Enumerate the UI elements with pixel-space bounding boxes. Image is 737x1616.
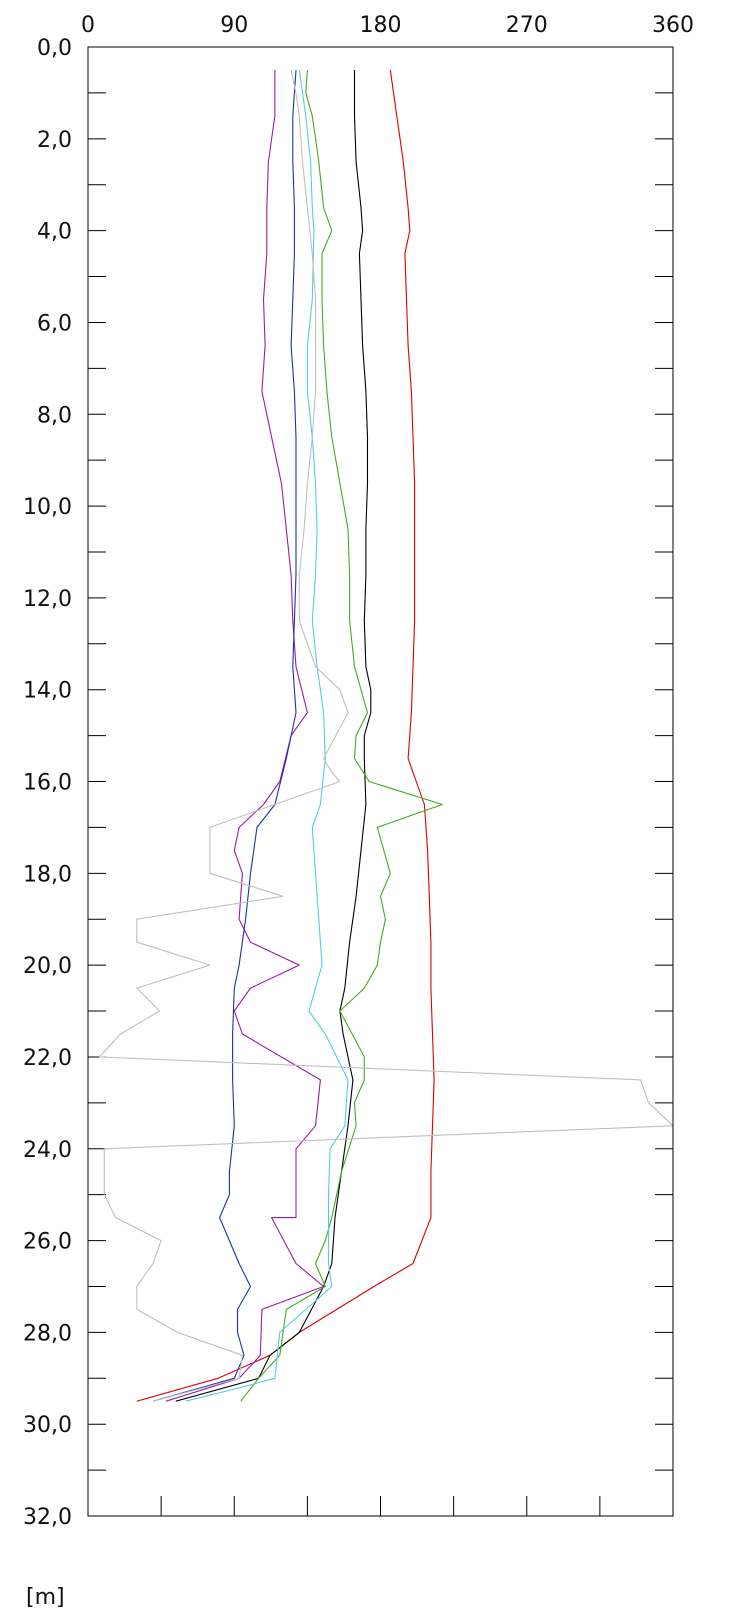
x-tick-label: 0 bbox=[81, 13, 95, 38]
series-line-4 bbox=[185, 69, 349, 1402]
y-unit-label: [m] bbox=[26, 1585, 65, 1610]
y-tick-label: 4,0 bbox=[37, 220, 72, 245]
y-tick-label: 32,0 bbox=[23, 1505, 72, 1530]
series-line-6 bbox=[152, 69, 297, 1402]
y-tick-label: 20,0 bbox=[23, 954, 72, 979]
x-tick-label: 90 bbox=[220, 13, 248, 38]
y-tick-label: 24,0 bbox=[23, 1138, 72, 1163]
series-line-3 bbox=[240, 69, 443, 1402]
series-line-1 bbox=[136, 69, 435, 1402]
y-tick-label: 18,0 bbox=[23, 862, 72, 887]
series-line-5 bbox=[165, 70, 325, 1402]
y-tick-label: 14,0 bbox=[23, 679, 72, 704]
x-tick-label: 270 bbox=[506, 13, 548, 38]
axis-ticks bbox=[87, 46, 674, 1517]
y-tick-label: 0,0 bbox=[37, 36, 72, 61]
y-tick-label: 26,0 bbox=[23, 1230, 72, 1255]
axis-tick-labels: 0,0 2,0 4,0 6,0 8,0 10,0 12,0 14,0 16,0 18,0 20,0 2… bbox=[23, 13, 694, 1530]
series-line-7 bbox=[98, 69, 674, 1402]
x-tick-label: 180 bbox=[360, 13, 402, 38]
series-line-2 bbox=[175, 70, 372, 1402]
plot-frame bbox=[87, 46, 674, 1517]
y-tick-label: 28,0 bbox=[23, 1321, 72, 1346]
y-tick-label: 12,0 bbox=[23, 587, 72, 612]
y-tick-label: 30,0 bbox=[23, 1413, 72, 1438]
y-tick-label: 10,0 bbox=[23, 495, 72, 520]
y-tick-label: 8,0 bbox=[37, 403, 72, 428]
x-tick-label: 360 bbox=[652, 13, 694, 38]
y-tick-label: 16,0 bbox=[23, 771, 72, 796]
y-tick-label: 22,0 bbox=[23, 1046, 72, 1071]
y-tick-label: 2,0 bbox=[37, 128, 72, 153]
y-tick-label: 6,0 bbox=[37, 311, 72, 336]
series-lines bbox=[98, 69, 674, 1402]
